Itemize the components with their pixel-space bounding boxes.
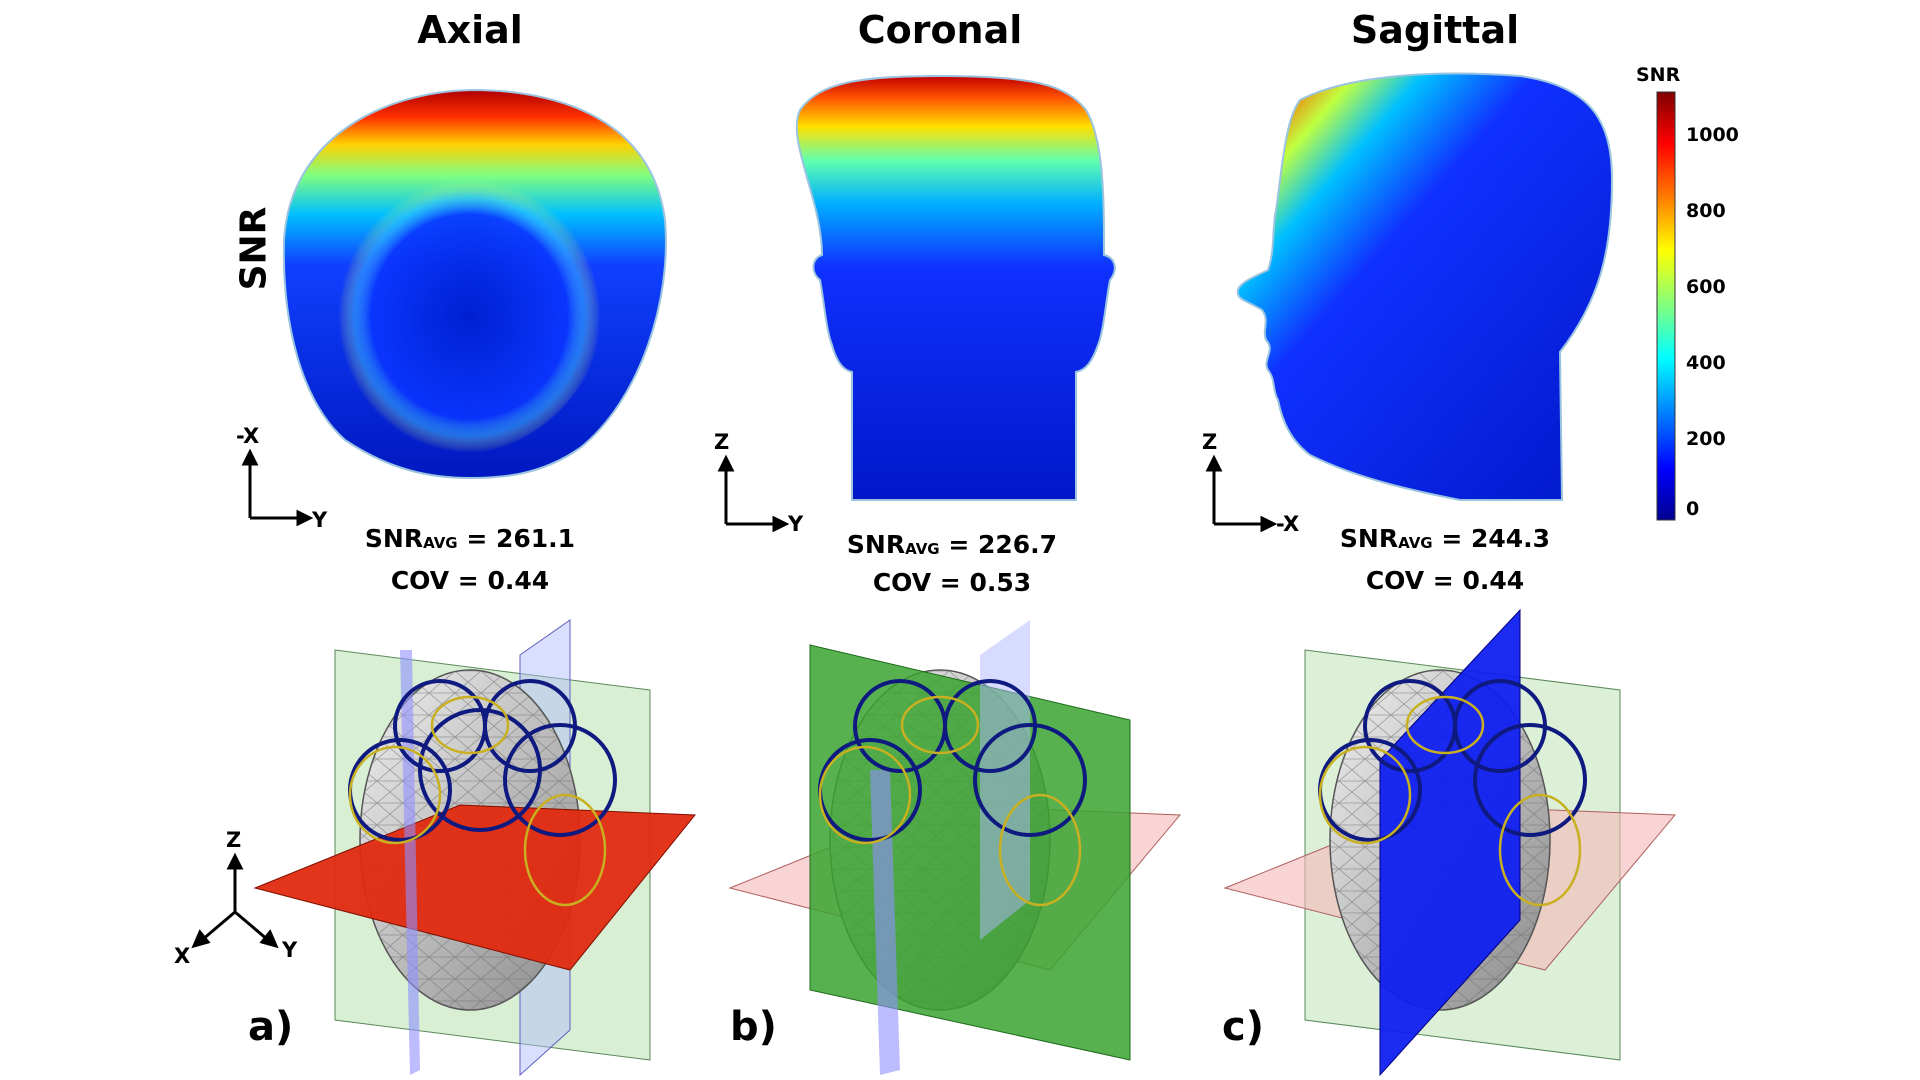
sagittal-cov: COV = 0.44 [1365,566,1525,595]
panel-letter-a: a) [248,1004,294,1050]
panel-letter-c: c) [1222,1004,1264,1050]
sagittal-axis-horizontal-label: -X [1276,512,1300,536]
axial-axis-horizontal-label: Y [312,508,328,532]
colorbar-tick-800: 800 [1686,200,1726,222]
coronal-snr-avg: SNRAVG = 226.7 [846,530,1058,559]
colorbar-tick-0: 0 [1686,498,1700,520]
coronal-snr-map [795,74,1116,501]
sagittal-snr-avg: SNRAVG = 244.3 [1339,524,1551,553]
coordinate-triad [191,852,279,949]
sagittal-snr-map [1236,72,1614,501]
triad-y-label: Y [282,938,298,962]
colorbar-title: SNR [1636,64,1681,86]
panel-letter-b: b) [730,1004,777,1050]
panel-b-3d [728,620,1182,1075]
coronal-title: Coronal [857,8,1023,52]
coronal-axis-vertical-label: Z [714,430,730,454]
axial-axis-vertical-label: -X [236,424,260,448]
axial-cov: COV = 0.44 [390,566,550,595]
sagittal-axis-vertical-label: Z [1202,430,1218,454]
colorbar-tick-400: 400 [1686,352,1726,374]
coronal-cov: COV = 0.53 [872,568,1032,597]
sagittal-axes [1205,454,1278,533]
axial-snr-map [282,88,667,480]
colorbar [1656,91,1676,521]
triad-z-label: Z [226,828,242,852]
panel-c-3d [1223,608,1677,1077]
sagittal-title: Sagittal [1350,8,1520,52]
colorbar-tick-1000: 1000 [1686,124,1739,146]
colorbar-tick-200: 200 [1686,428,1726,450]
coronal-axes [717,454,790,533]
colorbar-tick-600: 600 [1686,276,1726,298]
coronal-axis-horizontal-label: Y [788,512,804,536]
panel-a-3d [253,619,697,1077]
axial-snr-avg: SNRAVG = 261.1 [364,524,576,553]
triad-x-label: X [174,944,191,968]
axial-axes [241,448,314,527]
axial-title: Axial [417,8,523,52]
